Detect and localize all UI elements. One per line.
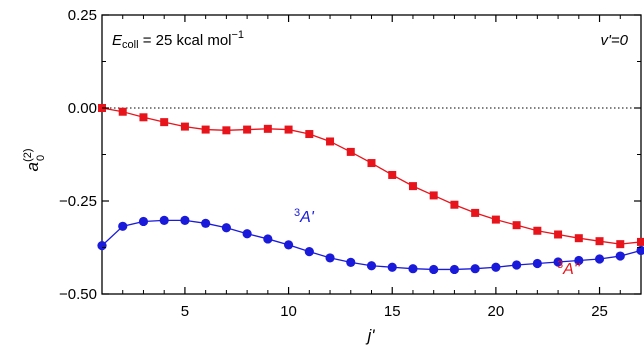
data-point-circle (263, 234, 273, 244)
data-point-square (388, 170, 397, 179)
y-tick-label: 0.00 (68, 100, 97, 117)
data-point-circle (325, 253, 335, 263)
data-point-square (118, 107, 127, 116)
data-point-square (180, 122, 189, 131)
y-axis-title: a0(2) (22, 148, 47, 171)
data-point-square (367, 159, 376, 168)
data-point-circle (574, 255, 584, 266)
data-point-square (408, 182, 417, 191)
x-tick-label: 5 (181, 303, 189, 320)
x-axis-title: j' (365, 326, 375, 345)
data-point-circle (553, 257, 563, 267)
data-point-circle (97, 241, 107, 251)
x-tick-label: 25 (591, 303, 608, 320)
series-label-a-double-prime: 3A'' (557, 259, 581, 278)
data-point-circle (449, 264, 460, 275)
data-point-circle (491, 262, 501, 272)
data-point-circle (532, 258, 542, 269)
data-point-square (160, 118, 169, 127)
data-point-circle (429, 264, 439, 275)
data-point-square (201, 125, 210, 134)
data-point-circle (180, 215, 190, 225)
data-point-circle (221, 223, 231, 233)
data-point-square (284, 125, 293, 134)
data-point-square (554, 230, 563, 239)
data-point-circle (304, 246, 314, 257)
data-point-square (305, 130, 314, 139)
y-tick-label: −0.25 (59, 193, 97, 210)
data-point-square (491, 215, 500, 224)
plot-frame (101, 14, 642, 295)
data-point-square (471, 208, 480, 217)
data-point-square (326, 137, 335, 146)
annotation-ecoll: Ecoll = 25 kcal mol−1 (112, 29, 244, 51)
data-point-circle (387, 262, 397, 272)
data-point-square (243, 125, 252, 134)
x-tick-label: 15 (384, 303, 401, 320)
data-point-square (574, 234, 583, 243)
data-point-square (450, 200, 459, 209)
y-tick-label: 0.25 (68, 7, 97, 24)
data-point-circle (242, 229, 252, 239)
data-point-square (512, 221, 521, 230)
data-point-square (616, 240, 625, 249)
annotation-vibrational-state: v'=0 (601, 32, 629, 49)
data-point-square (346, 147, 355, 156)
data-point-square (595, 237, 604, 246)
svg-text:a0(2): a0(2) (22, 148, 47, 171)
data-point-circle (594, 254, 605, 264)
data-point-circle (201, 218, 211, 228)
series-layer (97, 104, 644, 275)
data-point-circle (283, 240, 294, 250)
data-point-square (139, 113, 148, 122)
data-point-square (429, 191, 438, 200)
data-point-square (533, 226, 542, 235)
data-point-circle (408, 264, 418, 274)
series-label-a-prime: 3A' (294, 207, 315, 226)
data-point-circle (470, 264, 480, 274)
data-point-circle (512, 260, 522, 270)
data-point-square (637, 237, 644, 246)
data-point-square (222, 126, 231, 135)
data-point-circle (346, 257, 356, 267)
data-point-circle (615, 251, 625, 261)
data-point-circle (159, 215, 169, 225)
x-tick-label: 20 (488, 303, 505, 320)
data-point-circle (636, 245, 644, 256)
y-tick-label: −0.50 (59, 286, 97, 303)
x-tick-label: 10 (280, 303, 297, 320)
data-point-circle (366, 261, 377, 271)
data-point-circle (118, 221, 128, 231)
data-point-square (263, 124, 272, 133)
ticks-layer: 5 10 15 20 25 0.25 0.00 −0.25 −0.50 (59, 7, 642, 320)
data-point-circle (138, 216, 149, 227)
plot-area (97, 14, 644, 295)
